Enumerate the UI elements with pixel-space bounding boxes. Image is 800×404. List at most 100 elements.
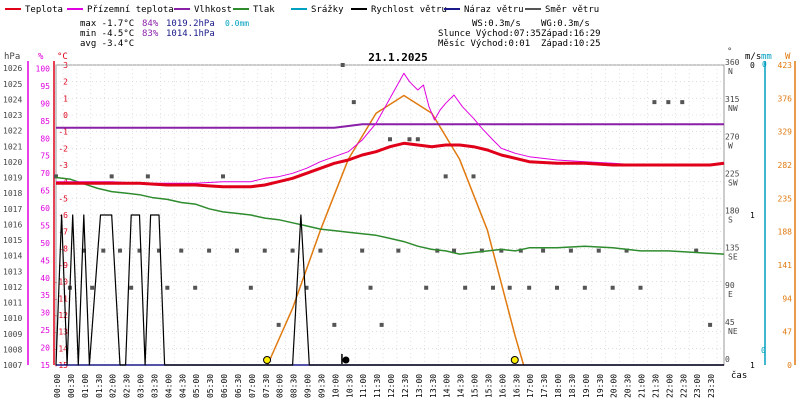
stat-min: min -4.5°C xyxy=(80,29,134,39)
wind-direction-point xyxy=(262,248,267,253)
wind-direction-point xyxy=(388,137,392,142)
x-tick-label: 22:30 xyxy=(679,374,688,398)
x-tick-label: 19:30 xyxy=(596,374,605,398)
pressure-unit: hPa xyxy=(4,52,20,62)
x-tick-label: 12:00 xyxy=(387,374,396,398)
pressure-tick-label: 1016 xyxy=(3,220,22,229)
wind-tick-label: 0 xyxy=(750,61,755,70)
legend: Teplota Přízemní teplota Vlhkost Tlak Srážky… xyxy=(5,5,599,15)
legend-label: Teplota xyxy=(25,5,63,15)
wind-direction-point xyxy=(652,100,657,105)
temperature-unit: °C xyxy=(57,52,68,62)
wind-direction-point xyxy=(694,248,699,253)
wind-direction-point xyxy=(118,248,123,253)
wind-direction-point xyxy=(351,100,356,105)
wind-direction-point xyxy=(568,248,573,253)
direction-name-label: SW xyxy=(728,178,738,187)
humidity-tick-label: 70 xyxy=(40,169,50,178)
wind-direction-point xyxy=(340,63,345,67)
humidity-tick-label: 25 xyxy=(40,326,50,335)
temperature-tick-label: 1 xyxy=(63,94,68,103)
x-tick-label: 07:00 xyxy=(248,374,257,398)
series xyxy=(54,63,725,366)
wind-speed-info: WS:0.3m/s xyxy=(472,19,521,29)
x-tick-label: 13:30 xyxy=(429,374,438,398)
stat-max: max -1.7°C xyxy=(80,19,134,29)
pressure-tick-label: 1022 xyxy=(3,127,22,136)
x-tick-label: 02:00 xyxy=(109,374,118,398)
sun-tick-label: 282 xyxy=(778,161,793,170)
pressure-tick-label: 1021 xyxy=(3,142,22,151)
wind-direction-point xyxy=(463,285,468,290)
stat-max-humidity: 84% xyxy=(142,19,159,29)
wind-direction-point xyxy=(207,248,212,253)
solar-radiation-line xyxy=(266,94,525,366)
wind-direction-point xyxy=(290,248,295,253)
x-tick-label: 00:00 xyxy=(53,374,62,398)
stat-min-pressure: 1014.1hPa xyxy=(166,29,215,39)
legend-label: Náraz větru xyxy=(464,5,524,15)
x-tick-label: 06:30 xyxy=(234,374,243,398)
humidity-tick-label: 40 xyxy=(40,274,50,283)
rain-tick-label: 0 xyxy=(761,346,766,355)
legend-label: Rychlost větru xyxy=(371,5,447,15)
stat-min-humidity: 83% xyxy=(142,29,159,39)
direction-name-label: NE xyxy=(728,327,738,336)
sun-tick-label: 141 xyxy=(778,261,793,270)
wind-direction-point xyxy=(407,137,412,142)
wind-direction-point xyxy=(179,248,184,253)
humidity-tick-label: 20 xyxy=(40,344,50,353)
humidity-tick-label: 65 xyxy=(40,187,50,196)
temperature-tick-label: -3 xyxy=(58,161,68,170)
humidity-tick-label: 35 xyxy=(40,291,50,300)
wind-direction-point xyxy=(708,322,713,327)
wind-direction-point xyxy=(109,174,114,179)
pressure-tick-label: 1013 xyxy=(3,267,22,276)
wind-direction-point xyxy=(145,174,150,179)
pressure-line xyxy=(55,176,725,255)
legend-label: Směr větru xyxy=(545,5,599,15)
temperature-tick-label: -2 xyxy=(58,144,68,153)
humidity-tick-label: 45 xyxy=(40,256,50,265)
direction-tick-label: 315 xyxy=(725,95,740,104)
pressure-tick-label: 1018 xyxy=(3,189,22,198)
legend-label: Přízemní teplota xyxy=(87,5,174,15)
x-tick-label: 11:00 xyxy=(359,374,368,398)
x-tick-label: 10:30 xyxy=(345,374,354,398)
wind-direction-point xyxy=(507,285,512,290)
pressure-tick-label: 1014 xyxy=(3,252,22,261)
wind-direction-point xyxy=(165,285,170,290)
wind-direction-point xyxy=(499,248,504,253)
x-tick-label: 23:00 xyxy=(693,374,702,398)
humidity-tick-label: 30 xyxy=(40,309,50,318)
wind-direction-point xyxy=(424,285,429,290)
ground-temperature-line xyxy=(56,72,725,184)
legend-label: Srážky xyxy=(311,5,344,15)
x-tick-label: 15:00 xyxy=(471,374,480,398)
x-tick-label: 16:00 xyxy=(498,374,507,398)
axes: hPa% °C1026102510241023102210211020101910… xyxy=(3,47,796,398)
wind-direction-point xyxy=(527,285,532,290)
wind-direction-point xyxy=(471,174,476,179)
sun-marker-icon xyxy=(263,356,272,364)
stats-panel: max -1.7°C 84% 1019.2hPa 0.0mm min -4.5°… xyxy=(80,19,249,49)
wind-direction-point xyxy=(610,285,615,290)
wind-direction-point xyxy=(518,248,523,253)
sun-tick-label: 47 xyxy=(782,328,792,337)
humidity-tick-label: 60 xyxy=(40,204,50,213)
x-tick-label: 17:30 xyxy=(540,374,549,398)
x-tick-label: 02:30 xyxy=(123,374,132,398)
wind-direction-point xyxy=(443,174,448,179)
humidity-unit: % xyxy=(38,52,44,62)
humidity-line xyxy=(56,123,724,129)
wind-direction-point xyxy=(137,248,142,253)
sun-tick-label: 423 xyxy=(778,61,793,70)
rain-tick-label: 0 xyxy=(762,60,767,69)
direction-tick-label: 45 xyxy=(725,318,735,327)
wind-direction-point xyxy=(360,248,365,253)
wind-direction-point xyxy=(680,100,685,105)
x-tick-label: 14:30 xyxy=(457,374,466,398)
sun-set-info: Západ:16:29 xyxy=(541,29,601,39)
humidity-tick-label: 100 xyxy=(36,64,51,73)
